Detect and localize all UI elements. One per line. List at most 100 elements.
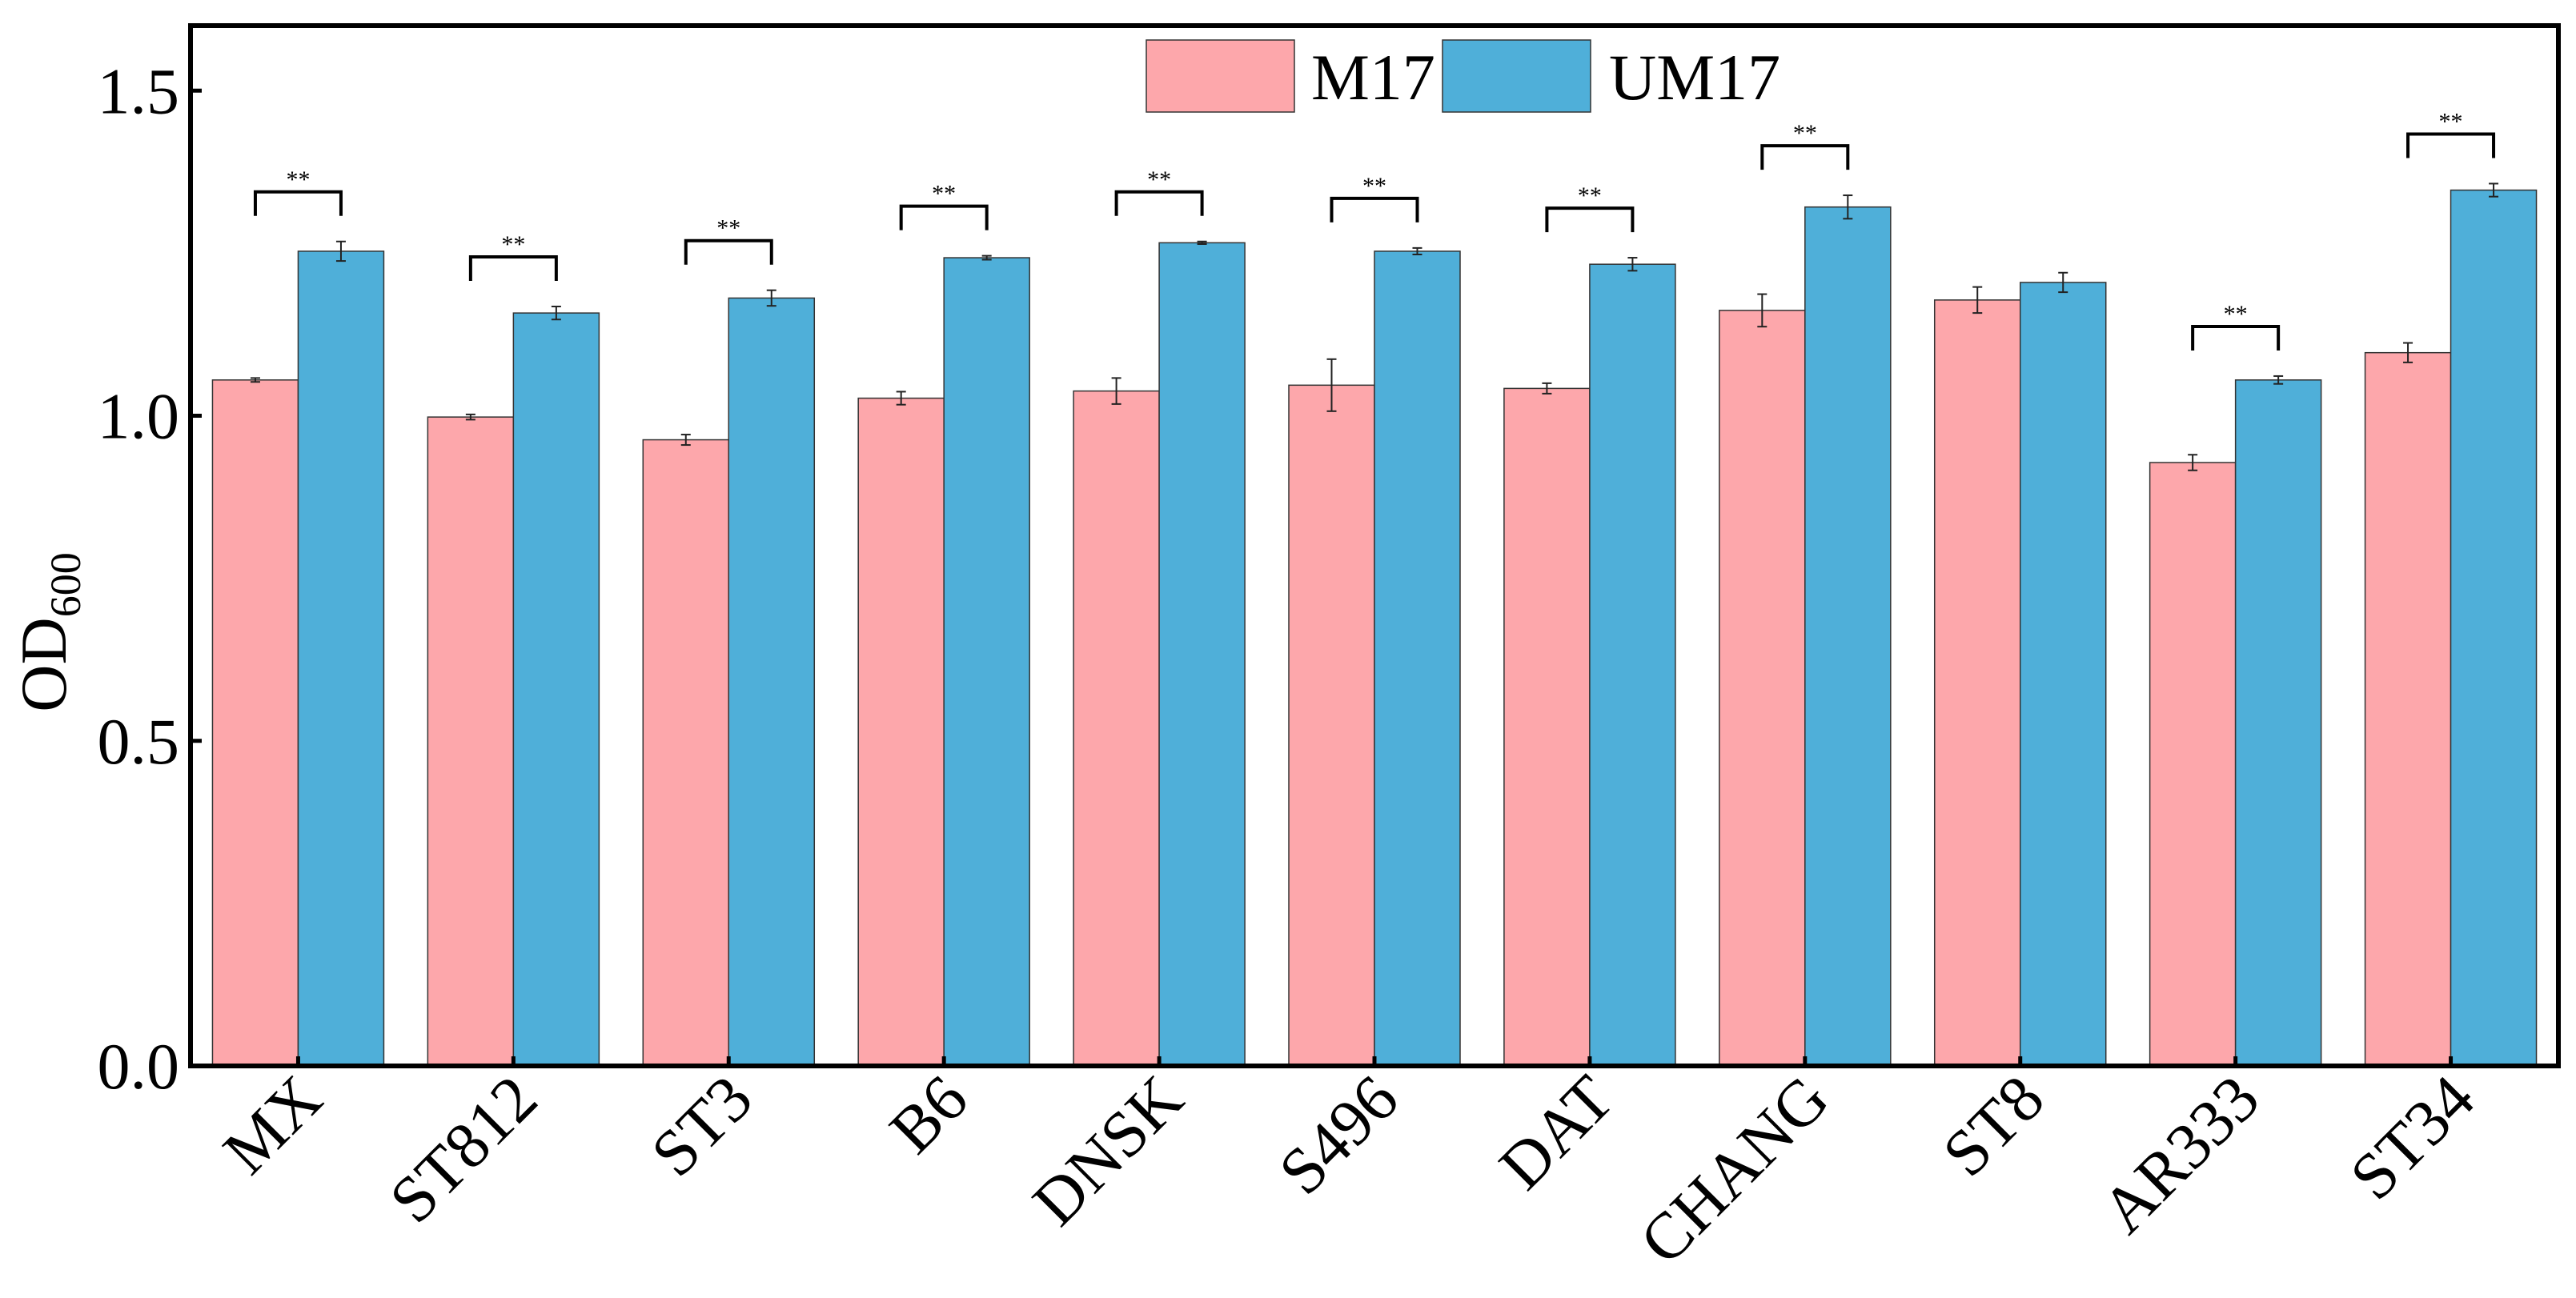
x-tick-label-chang: CHANG (1626, 1061, 1843, 1278)
error-bar-um17-dnsk (1197, 240, 1207, 245)
error-bar-m17-mx (250, 377, 260, 383)
y-axis-title-subscript: 600 (42, 552, 90, 617)
bracket-line (1760, 144, 1850, 170)
error-bar-um17-st3 (766, 289, 776, 307)
legend-entry-um17: UM17 (1442, 39, 1780, 114)
bar-um17-st8 (2019, 282, 2107, 1067)
significance-bracket-dnsk: ** (1114, 166, 1204, 216)
error-bar-um17-mx (335, 240, 346, 262)
x-tick-label-st812: ST812 (375, 1061, 551, 1236)
significance-label: ** (1793, 120, 1817, 146)
significance-label: ** (1362, 173, 1386, 199)
significance-label: ** (2439, 108, 2463, 134)
error-bar-m17-st34 (2403, 342, 2413, 363)
bracket-line (2406, 132, 2496, 158)
significance-label: ** (716, 215, 740, 242)
error-bar-m17-dnsk (1111, 377, 1121, 405)
legend-swatch (1442, 39, 1591, 113)
x-tick-label-ar333: AR333 (2087, 1061, 2273, 1247)
significance-label: ** (932, 181, 956, 207)
error-bar-m17-s496 (1326, 358, 1337, 412)
bar-um17-ar333 (2234, 379, 2322, 1067)
significance-layer: ** ** ** ** ** ** ** ** ** ** (253, 108, 2496, 351)
bracket-line (1330, 196, 1419, 222)
error-bar-um17-ar333 (2273, 375, 2284, 385)
x-tick-label-dnsk: DNSK (1019, 1061, 1197, 1239)
bar-um17-st3 (728, 297, 816, 1067)
error-bar-um17-dat (1627, 257, 1638, 272)
error-bar-um17-chang (1843, 194, 1853, 220)
bracket-line (684, 238, 773, 265)
x-tick-label-dat: DAT (1486, 1061, 1627, 1203)
error-bar-m17-st812 (465, 413, 475, 421)
bar-um17-mx (297, 250, 385, 1067)
bar-um17-st34 (2450, 189, 2538, 1067)
significance-label: ** (2224, 301, 2248, 327)
significance-bracket-dat: ** (1545, 182, 1635, 233)
error-bar-m17-chang (1757, 293, 1767, 328)
significance-bracket-st34: ** (2406, 108, 2496, 158)
significance-label: ** (286, 166, 310, 193)
bar-m17-st8 (1933, 299, 2021, 1067)
bar-m17-dnsk (1073, 390, 1160, 1067)
bar-um17-dat (1589, 263, 1676, 1067)
significance-bracket-ar333: ** (2191, 301, 2281, 351)
bar-m17-mx (211, 379, 299, 1067)
significance-bracket-st812: ** (468, 231, 558, 281)
error-bar-m17-dat (1542, 382, 1552, 395)
legend-swatch (1146, 39, 1295, 113)
error-bar-m17-ar333 (2188, 454, 2198, 471)
significance-bracket-mx: ** (253, 166, 343, 216)
error-bar-um17-st812 (551, 306, 561, 321)
significance-bracket-st3: ** (684, 215, 773, 265)
significance-label: ** (1578, 182, 1602, 209)
bracket-line (2191, 324, 2281, 351)
bracket-line (253, 190, 343, 216)
bar-um17-st812 (512, 312, 600, 1067)
legend-entry-m17: M17 (1146, 39, 1435, 114)
x-tick-label-st8: ST8 (1928, 1061, 2057, 1190)
y-tick-label: 0.5 (98, 705, 180, 778)
significance-bracket-b6: ** (899, 181, 989, 230)
significance-bracket-chang: ** (1760, 120, 1850, 170)
error-bar-m17-st3 (680, 434, 691, 447)
error-bar-m17-b6 (896, 391, 906, 406)
x-tick-label-st3: ST3 (637, 1061, 766, 1190)
bar-um17-b6 (943, 257, 1030, 1067)
bar-m17-ar333 (2149, 462, 2237, 1067)
significance-bracket-s496: ** (1330, 173, 1419, 222)
bar-m17-b6 (857, 397, 945, 1067)
bar-um17-dnsk (1158, 242, 1246, 1067)
bar-m17-st34 (2364, 351, 2452, 1067)
bracket-line (899, 204, 989, 230)
bar-um17-chang (1804, 206, 1892, 1067)
x-tick-label-b6: B6 (876, 1061, 981, 1167)
bar-um17-s496 (1374, 250, 1461, 1067)
error-bar-um17-b6 (981, 254, 992, 261)
bar-m17-st3 (642, 439, 730, 1067)
significance-label: ** (501, 231, 525, 258)
y-tick-label: 1.5 (98, 54, 180, 127)
x-tick-label-mx: MX (209, 1061, 335, 1188)
bracket-line (468, 255, 558, 281)
legend: M17 UM17 (1146, 39, 1780, 114)
y-axis-title: OD600 (7, 552, 90, 711)
error-bar-um17-s496 (1412, 246, 1422, 255)
bracket-line (1545, 206, 1635, 233)
error-bar-m17-st8 (1972, 286, 1983, 314)
error-bar-um17-st34 (2489, 182, 2499, 198)
y-tick-label: 1.0 (98, 380, 180, 453)
bars-layer (211, 189, 2538, 1067)
error-bars-layer (250, 182, 2499, 471)
y-axis-title-main: OD (7, 617, 80, 711)
legend-label: UM17 (1609, 41, 1780, 114)
legend-label: M17 (1311, 41, 1435, 114)
bar-m17-dat (1503, 387, 1591, 1067)
bar-m17-st812 (427, 416, 515, 1067)
significance-label: ** (1147, 166, 1171, 193)
y-tick-label: 0.0 (98, 1030, 180, 1103)
bar-m17-s496 (1288, 384, 1375, 1067)
bracket-line (1114, 190, 1204, 216)
error-bar-um17-st8 (2058, 271, 2068, 294)
